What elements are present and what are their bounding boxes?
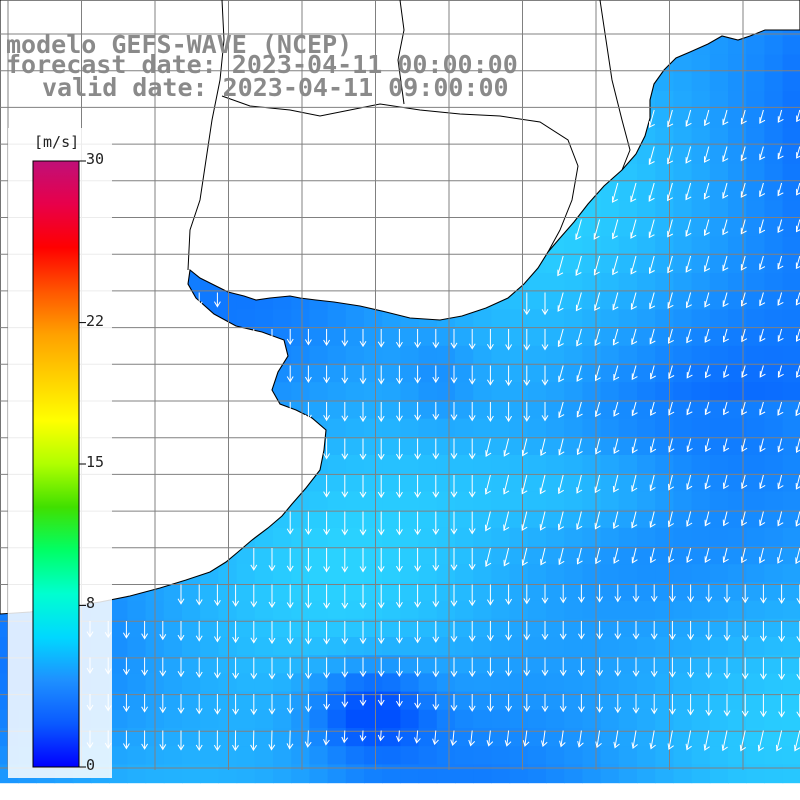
title-model: modelo GEFS-WAVE (NCEP) <box>6 30 353 59</box>
title-valid-date: valid date: 2023-04-11 09:00:00 <box>42 73 509 102</box>
country-borders <box>187 0 631 271</box>
colorbar-tick-label: 22 <box>86 311 105 330</box>
land-mass <box>0 0 800 615</box>
colorbar <box>32 160 80 768</box>
colorbar-ticks <box>79 160 86 768</box>
colorbar-tick-label: 0 <box>86 756 96 774</box>
colorbar-tick-label: 15 <box>86 453 105 471</box>
wind-arrows <box>86 109 800 752</box>
colorbar-tick-label: 8 <box>86 594 96 613</box>
colorbar-tick-label: 30 <box>86 150 105 168</box>
colorbar-unit-label: [m/s] <box>34 133 80 151</box>
title-forecast-date: forecast date: 2023-04-11 00:00:00 <box>6 50 518 79</box>
